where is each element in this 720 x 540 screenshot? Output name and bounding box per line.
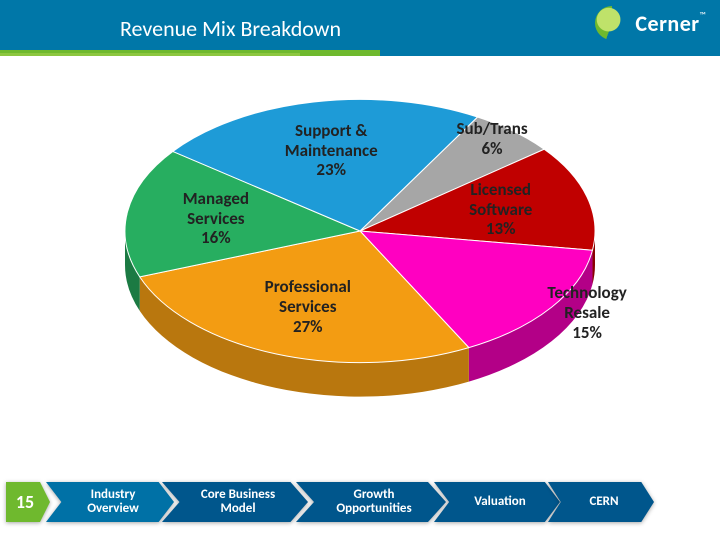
footer-nav: 15 Industry Overview Core Business Model… (0, 476, 720, 528)
logo-swirl-icon (595, 6, 629, 40)
nav-label: Industry Overview (87, 488, 139, 517)
pie-svg (95, 79, 625, 436)
logo-trademark: ™ (700, 10, 706, 21)
nav-label: Growth Opportunities (336, 488, 411, 517)
header-bar: Revenue Mix Breakdown Cerner™ (0, 0, 720, 56)
pie-chart-area: Sub/Trans6%LicensedSoftware13%Technology… (0, 56, 720, 476)
nav-industry-overview[interactable]: Industry Overview (46, 482, 174, 522)
nav-valuation[interactable]: Valuation (434, 482, 560, 522)
logo-text: Cerner (635, 10, 699, 37)
page-number-badge: 15 (6, 482, 50, 522)
page-title: Revenue Mix Breakdown (0, 15, 341, 42)
nav-label: Valuation (474, 495, 525, 509)
pie-chart (95, 79, 625, 436)
nav-label: Core Business Model (201, 488, 275, 517)
nav-core-business-model[interactable]: Core Business Model (162, 482, 308, 522)
nav-growth-opportunities[interactable]: Growth Opportunities (296, 482, 446, 522)
page-number: 15 (16, 491, 40, 513)
nav-label: CERN (589, 495, 618, 509)
cerner-logo: Cerner™ (595, 6, 706, 40)
nav-cern[interactable]: CERN (548, 482, 654, 522)
